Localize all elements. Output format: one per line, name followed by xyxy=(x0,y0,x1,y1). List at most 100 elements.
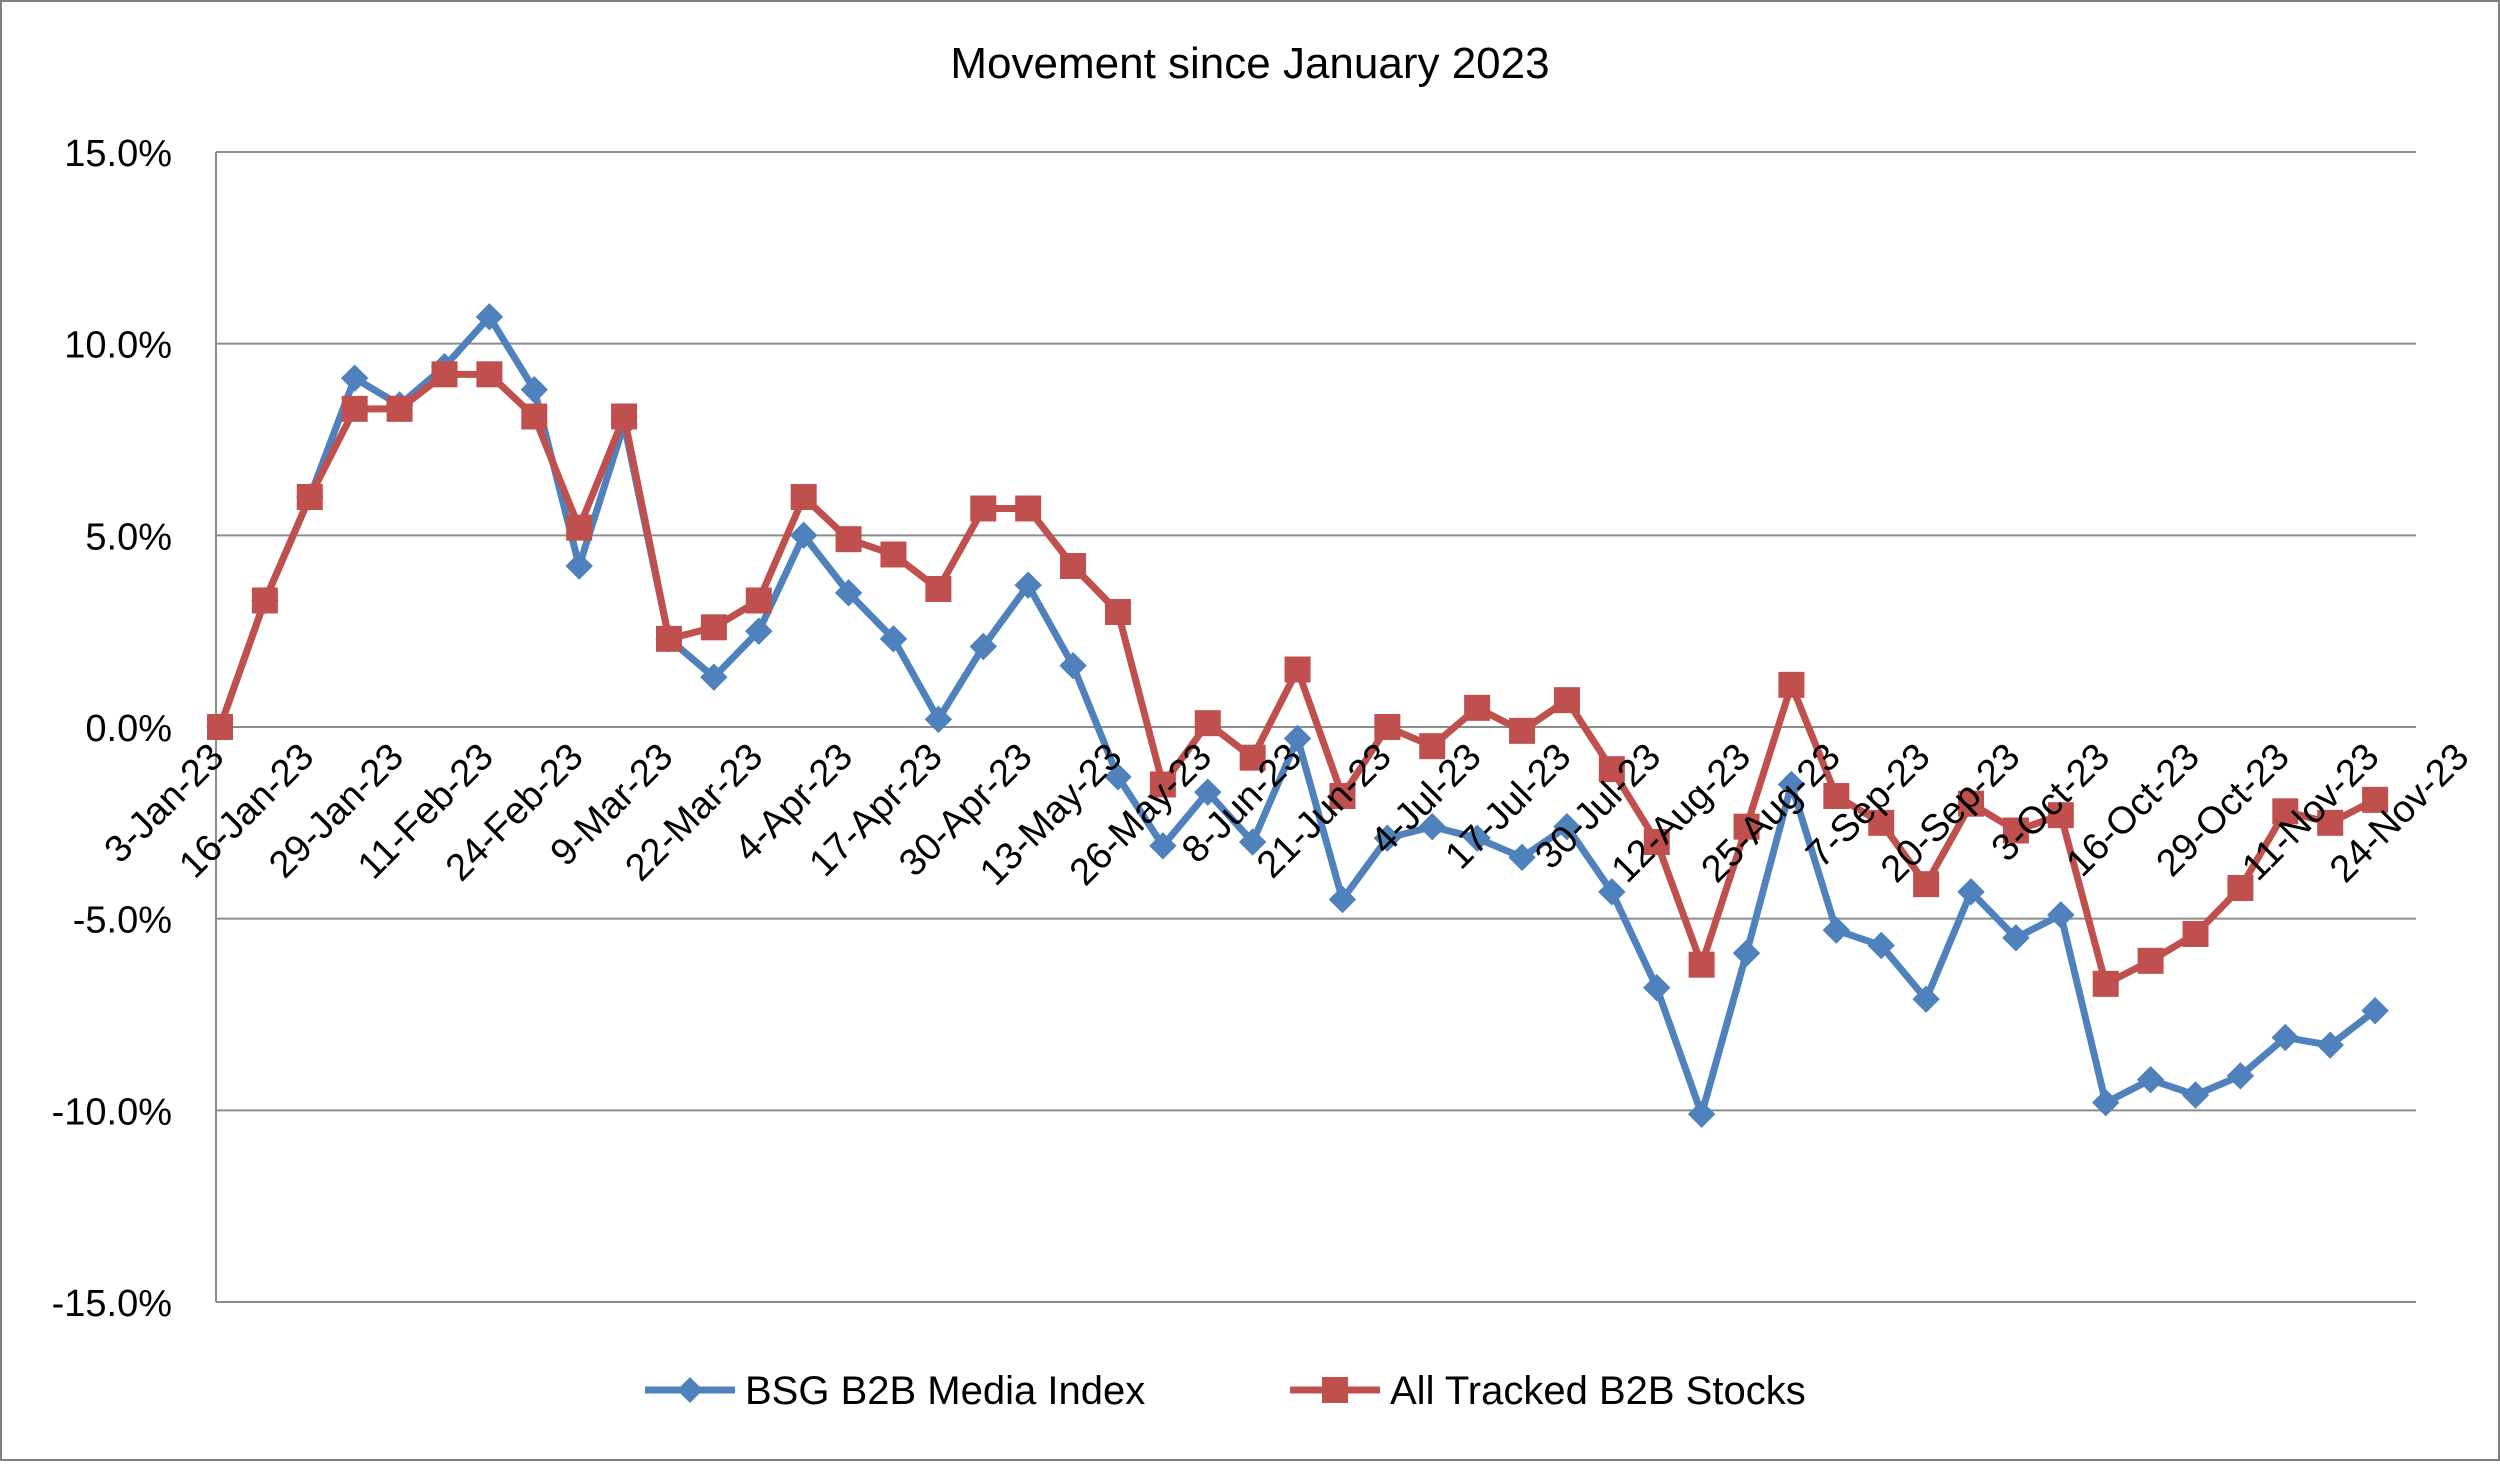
y-tick-label: -5.0% xyxy=(73,900,172,942)
data-point xyxy=(1688,951,1715,978)
y-tick-label: 15.0% xyxy=(64,133,172,175)
data-point xyxy=(1374,714,1401,740)
y-tick-label: 5.0% xyxy=(85,516,172,558)
y-tick-label: 10.0% xyxy=(64,325,172,367)
data-point xyxy=(745,587,772,614)
data-point xyxy=(1643,973,1671,1002)
data-point xyxy=(970,495,997,522)
data-point xyxy=(341,395,368,422)
data-point xyxy=(2137,947,2164,974)
data-point xyxy=(2182,921,2209,947)
legend-item: All Tracked B2B Stocks xyxy=(1290,1369,1806,1413)
data-point xyxy=(1777,770,1806,799)
data-point xyxy=(1823,783,1850,809)
data-point xyxy=(1643,829,1670,855)
data-point xyxy=(925,576,952,602)
data-point xyxy=(1732,939,1761,967)
data-point xyxy=(1463,824,1491,852)
data-point xyxy=(1598,756,1625,783)
data-point xyxy=(2362,786,2389,813)
data-point xyxy=(386,395,413,422)
data-point xyxy=(745,617,773,645)
data-point xyxy=(2092,970,2119,997)
data-point xyxy=(1822,916,1851,944)
legend-item: BSG B2B Media Index xyxy=(645,1369,1145,1413)
data-point xyxy=(565,552,593,580)
data-point xyxy=(1733,813,1760,840)
data-point xyxy=(1328,885,1357,914)
data-point xyxy=(476,361,503,388)
data-point xyxy=(969,632,997,661)
data-point xyxy=(2047,901,2075,929)
data-point xyxy=(2136,1065,2165,1094)
data-point xyxy=(2227,875,2254,901)
data-point xyxy=(924,705,953,734)
data-point xyxy=(1598,878,1626,906)
data-point xyxy=(1509,717,1536,744)
data-point xyxy=(1778,671,1805,698)
y-axis-ticks: 15.0% 10.0% 5.0% 0.0% -5.0% -10.0% -15.0% xyxy=(52,133,172,1325)
legend-marker xyxy=(1322,1377,1348,1403)
series-all-tracked-b2b-stocks xyxy=(207,361,2389,997)
data-point xyxy=(1373,824,1402,852)
data-point xyxy=(790,484,817,510)
data-point xyxy=(475,303,504,331)
data-point xyxy=(1912,985,1940,1013)
data-point xyxy=(1553,812,1581,841)
data-point xyxy=(2272,798,2299,825)
legend-label: All Tracked B2B Stocks xyxy=(1390,1369,1806,1413)
data-point xyxy=(1239,744,1266,771)
data-point xyxy=(880,541,907,568)
data-point xyxy=(1060,553,1087,579)
data-point xyxy=(1149,771,1176,798)
data-point xyxy=(2316,1031,2344,1059)
y-tick-label: -15.0% xyxy=(52,1283,172,1325)
data-point xyxy=(1284,656,1311,683)
data-point xyxy=(521,403,548,430)
data-point xyxy=(835,526,862,553)
data-point xyxy=(1913,871,1940,898)
data-point xyxy=(2317,809,2344,836)
series-layer xyxy=(206,303,2389,1128)
data-point xyxy=(1508,843,1536,872)
data-point xyxy=(1958,790,1985,817)
legend-marker xyxy=(677,1377,703,1403)
data-point xyxy=(1194,778,1222,806)
data-point xyxy=(1015,495,1042,522)
data-point xyxy=(1194,710,1221,737)
data-point xyxy=(1419,733,1446,760)
data-point xyxy=(520,375,548,404)
data-point xyxy=(340,364,369,392)
data-point xyxy=(2002,924,2030,952)
data-point xyxy=(1149,832,1177,860)
legend-label: BSG B2B Media Index xyxy=(745,1369,1145,1413)
data-point xyxy=(2361,996,2389,1025)
data-point xyxy=(1868,809,1895,836)
data-point xyxy=(2181,1081,2210,1109)
data-point xyxy=(1553,687,1580,714)
data-point xyxy=(1238,828,1267,856)
data-point xyxy=(1104,599,1131,625)
data-point xyxy=(1014,571,1042,599)
data-point xyxy=(207,714,233,740)
data-point xyxy=(2092,1088,2120,1117)
data-point xyxy=(789,521,818,550)
data-point xyxy=(431,361,458,388)
data-point xyxy=(2002,817,2029,844)
chart-title: Movement since January 2023 xyxy=(950,39,1549,88)
data-point xyxy=(700,614,727,641)
data-point xyxy=(879,625,908,653)
data-point xyxy=(611,403,638,430)
data-point xyxy=(2271,1023,2300,1052)
data-point xyxy=(2226,1062,2255,1090)
data-point xyxy=(1283,724,1312,753)
series-bsg-b2b-media-index xyxy=(206,303,2389,1128)
data-point xyxy=(1104,763,1132,791)
data-point xyxy=(1464,694,1491,721)
data-point xyxy=(655,625,682,652)
data-point xyxy=(1957,878,1985,906)
data-point xyxy=(1059,651,1087,680)
data-point xyxy=(1867,931,1895,960)
